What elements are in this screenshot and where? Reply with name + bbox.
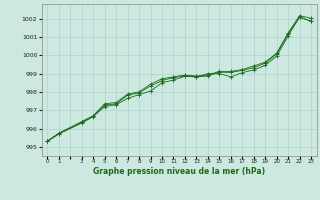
X-axis label: Graphe pression niveau de la mer (hPa): Graphe pression niveau de la mer (hPa): [93, 167, 265, 176]
